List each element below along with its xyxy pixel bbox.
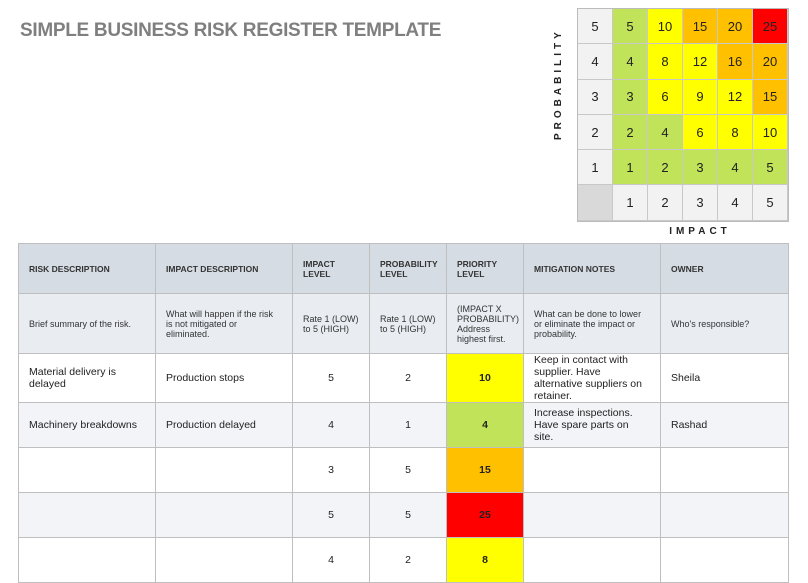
column-header: IMPACT LEVEL xyxy=(292,243,370,294)
priority-level-cell[interactable]: 8 xyxy=(446,537,524,583)
priority-level-cell[interactable]: 25 xyxy=(446,492,524,538)
probability-value: 5 xyxy=(578,9,613,45)
matrix-cell: 8 xyxy=(648,44,683,80)
matrix-cell: 25 xyxy=(753,9,788,45)
probability-value: 2 xyxy=(578,114,613,151)
column-header: PRIORITY LEVEL xyxy=(446,243,524,294)
matrix-cell: 2 xyxy=(648,150,683,186)
matrix-cell: 12 xyxy=(718,79,753,115)
header-row: RISK DESCRIPTION IMPACT DESCRIPTION IMPACT… xyxy=(18,243,789,294)
matrix-cell: 4 xyxy=(613,44,648,80)
risk-register-table: RISK DESCRIPTION IMPACT DESCRIPTION IMPACT… xyxy=(18,243,789,583)
impact-description-cell[interactable]: Production stops xyxy=(155,353,293,403)
column-description: Rate 1 (LOW) to 5 (HIGH) xyxy=(292,293,370,354)
column-header: OWNER xyxy=(660,243,789,294)
matrix-cell: 8 xyxy=(718,114,753,151)
matrix-cell: 3 xyxy=(613,79,648,115)
impact-level-cell[interactable]: 5 xyxy=(292,492,370,538)
impact-value: 1 xyxy=(613,185,648,221)
matrix-cell: 5 xyxy=(753,150,788,186)
impact-level-cell[interactable]: 4 xyxy=(292,537,370,583)
page-title: SIMPLE BUSINESS RISK REGISTER TEMPLATE xyxy=(20,20,442,41)
priority-level-cell[interactable]: 4 xyxy=(446,402,524,448)
matrix-cell: 15 xyxy=(753,79,788,115)
column-description: Brief summary of the risk. xyxy=(18,293,156,354)
table-row: 5 5 25 xyxy=(18,492,789,538)
risk-description-cell[interactable] xyxy=(18,492,156,538)
matrix-cell: 12 xyxy=(683,44,718,80)
column-header: RISK DESCRIPTION xyxy=(18,243,156,294)
probability-value: 3 xyxy=(578,79,613,115)
matrix-cell: 6 xyxy=(648,79,683,115)
matrix-corner xyxy=(578,185,613,221)
probability-value: 4 xyxy=(578,44,613,80)
risk-description-cell[interactable] xyxy=(18,537,156,583)
matrix-cell: 10 xyxy=(648,9,683,45)
impact-value: 4 xyxy=(718,185,753,221)
mitigation-notes-cell[interactable] xyxy=(523,492,661,538)
column-description: Rate 1 (LOW) to 5 (HIGH) xyxy=(369,293,447,354)
matrix-cell: 15 xyxy=(683,9,718,45)
mitigation-notes-cell[interactable] xyxy=(523,447,661,493)
matrix-cell: 20 xyxy=(718,9,753,45)
matrix-cell: 16 xyxy=(718,44,753,80)
matrix-cell: 2 xyxy=(613,114,648,151)
probability-level-cell[interactable]: 5 xyxy=(369,447,447,493)
probability-level-cell[interactable]: 2 xyxy=(369,537,447,583)
matrix-cell: 5 xyxy=(613,9,648,45)
description-row: Brief summary of the risk. What will happ… xyxy=(18,293,789,354)
impact-level-cell[interactable]: 4 xyxy=(292,402,370,448)
impact-description-cell[interactable] xyxy=(155,537,293,583)
mitigation-notes-cell[interactable]: Keep in contact with supplier. Have alte… xyxy=(523,353,661,403)
column-header: PROBABILITY LEVEL xyxy=(369,243,447,294)
matrix-cell: 20 xyxy=(753,44,788,80)
matrix-cell: 10 xyxy=(753,114,788,151)
matrix-cell: 9 xyxy=(683,79,718,115)
impact-level-cell[interactable]: 5 xyxy=(292,353,370,403)
risk-description-cell[interactable]: Material delivery is delayed xyxy=(18,353,156,403)
matrix-cell: 4 xyxy=(718,150,753,186)
probability-axis-label: PROBABILITY xyxy=(553,28,564,140)
impact-description-cell[interactable] xyxy=(155,447,293,493)
matrix-cell: 3 xyxy=(683,150,718,186)
owner-cell[interactable]: Sheila xyxy=(660,353,789,403)
owner-cell[interactable]: Rashad xyxy=(660,402,789,448)
column-header: IMPACT DESCRIPTION xyxy=(155,243,293,294)
matrix-cell: 6 xyxy=(683,114,718,151)
impact-description-cell[interactable] xyxy=(155,492,293,538)
column-description: What will happen if the risk is not miti… xyxy=(155,293,293,354)
impact-description-cell[interactable]: Production delayed xyxy=(155,402,293,448)
table-row: Machinery breakdowns Production delayed 4 1… xyxy=(18,402,789,448)
impact-value: 5 xyxy=(753,185,788,221)
owner-cell[interactable] xyxy=(660,447,789,493)
impact-value: 2 xyxy=(648,185,683,221)
probability-value: 1 xyxy=(578,150,613,186)
table-row: Material delivery is delayed Production s… xyxy=(18,353,789,403)
risk-description-cell[interactable]: Machinery breakdowns xyxy=(18,402,156,448)
priority-level-cell[interactable]: 15 xyxy=(446,447,524,493)
impact-axis-label: IMPACT xyxy=(669,226,731,237)
probability-level-cell[interactable]: 2 xyxy=(369,353,447,403)
column-description: What can be done to lower or eliminate t… xyxy=(523,293,661,354)
probability-level-cell[interactable]: 1 xyxy=(369,402,447,448)
matrix-cell: 1 xyxy=(613,150,648,186)
column-description: Who's responsible? xyxy=(660,293,789,354)
matrix-cell: 4 xyxy=(648,114,683,151)
mitigation-notes-cell[interactable]: Increase inspections. Have spare parts o… xyxy=(523,402,661,448)
risk-matrix: 5 5 10 15 20 25 4 4 8 12 16 20 3 3 6 9 12 15 2 2 4 6 8 10 1 1 2 3 4 5… xyxy=(577,8,789,222)
risk-description-cell[interactable] xyxy=(18,447,156,493)
owner-cell[interactable] xyxy=(660,492,789,538)
column-header: MITIGATION NOTES xyxy=(523,243,661,294)
impact-level-cell[interactable]: 3 xyxy=(292,447,370,493)
owner-cell[interactable] xyxy=(660,537,789,583)
probability-level-cell[interactable]: 5 xyxy=(369,492,447,538)
table-row: 3 5 15 xyxy=(18,447,789,493)
impact-value: 3 xyxy=(683,185,718,221)
column-description: (IMPACT X PROBABILITY) Address highest f… xyxy=(446,293,524,354)
priority-level-cell[interactable]: 10 xyxy=(446,353,524,403)
mitigation-notes-cell[interactable] xyxy=(523,537,661,583)
